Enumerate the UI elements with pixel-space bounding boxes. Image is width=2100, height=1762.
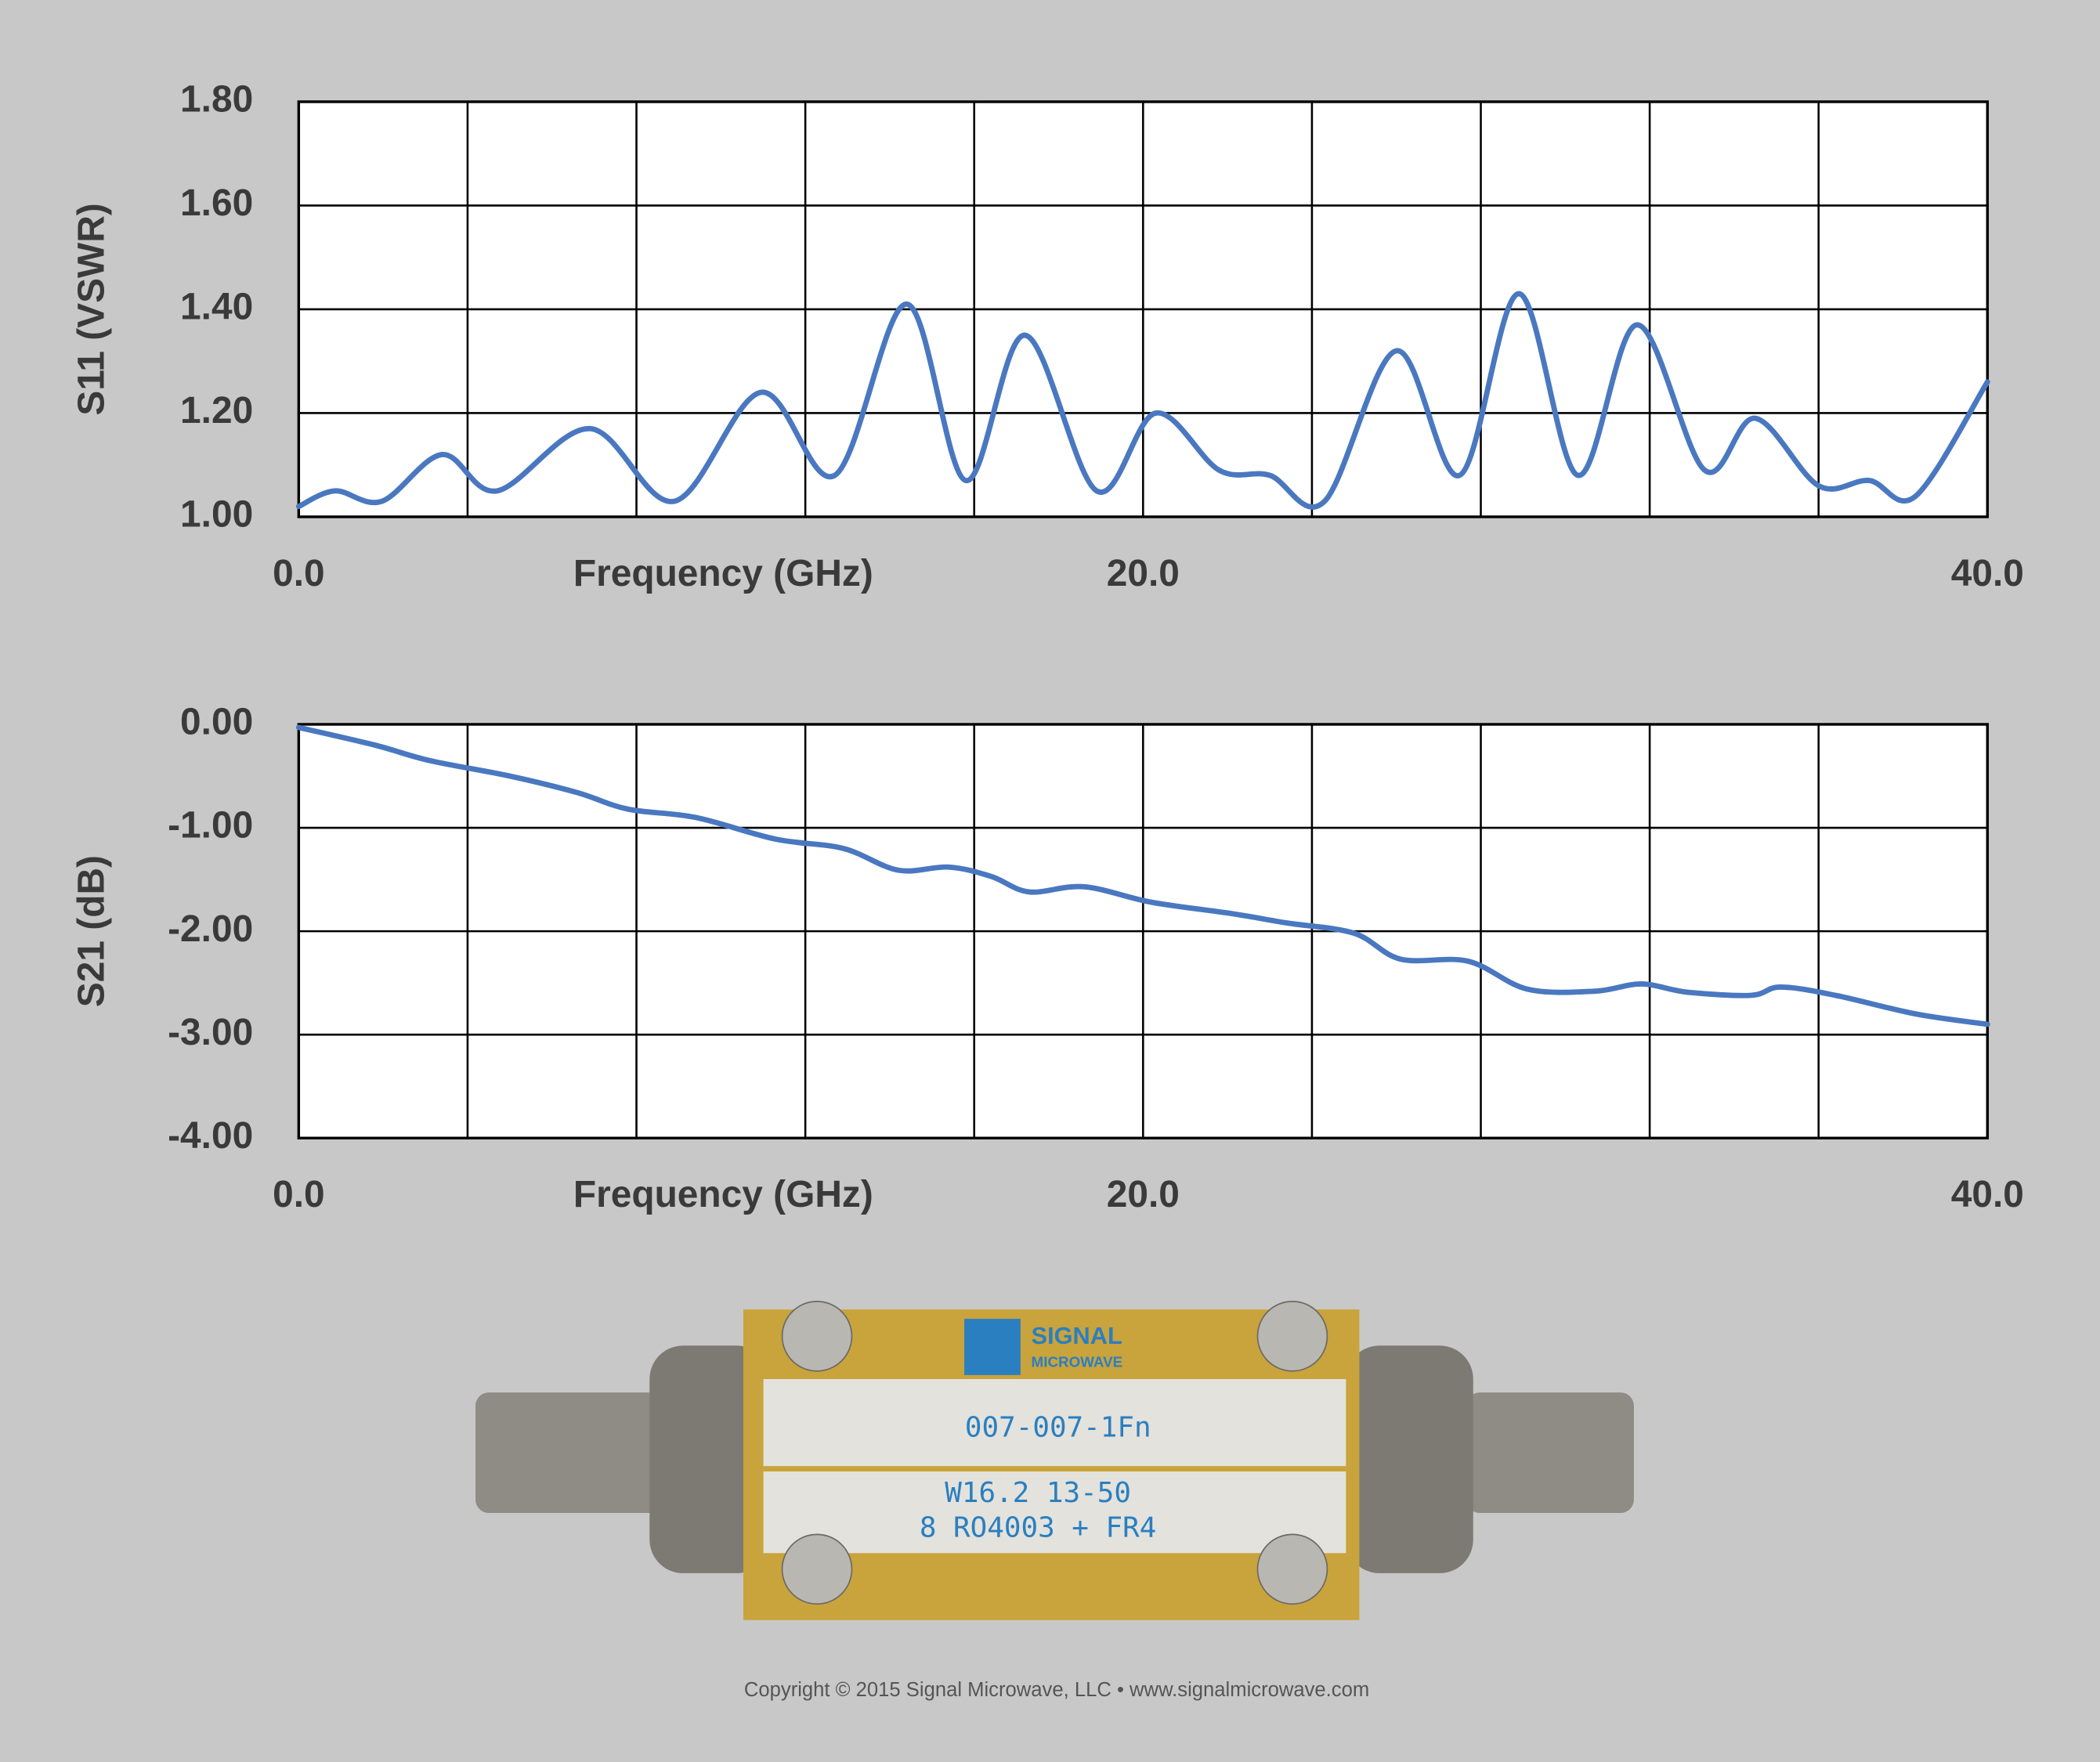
connector-left [475,1392,670,1513]
x-axis-label: Frequency (GHz) [573,553,873,594]
y-tick-label: 1.40 [180,287,253,328]
logo-mark [964,1319,1021,1375]
y-tick-label: -2.00 [168,908,253,950]
y-tick-label: 1.20 [180,390,253,431]
y-tick-label: 1.80 [180,79,253,121]
connector-right [1466,1392,1634,1513]
screw [781,1300,853,1372]
x-tick-label: 0.0 [273,553,325,594]
screw [781,1533,853,1605]
plot-border [297,100,1990,518]
y-tick-label: -4.00 [168,1115,253,1157]
x-tick-label: 20.0 [1107,553,1180,594]
data-line [295,291,1990,510]
product-photo: SIGNAL MICROWAVE 007-007-1Fn W16.2 13-50… [475,1300,1634,1620]
data-line [295,724,1990,1027]
y-tick-label: -1.00 [168,805,253,847]
pcb-label: 007-007-1Fn [965,1411,1151,1443]
x-tick-label: 0.0 [273,1174,325,1215]
x-tick-label: 40.0 [1951,1174,2024,1215]
charts: 1.00 1.20 1.40 1.60 1.80 0.0 20.0 40.0 Frequency… [70,79,2023,1216]
copyright: Copyright © 2015 Signal Microwave, LLC •… [744,1679,1369,1701]
screw [1256,1300,1328,1372]
x-tick-label: 20.0 [1107,1174,1180,1215]
y-axis-label: S21 (dB) [70,855,112,1007]
x-tick-label: 40.0 [1951,553,2024,594]
pcb-label: 8 RO4003 + FR4 [920,1512,1157,1544]
y-tick-label: -3.00 [168,1012,253,1053]
pcb-label: W16.2 13-50 [945,1477,1131,1509]
plot-border [297,723,1990,1139]
y-tick-label: 1.00 [180,494,253,536]
logo-text: SIGNAL [1032,1322,1122,1349]
x-axis-label: Frequency (GHz) [573,1174,873,1215]
logo-text: MICROWAVE [1032,1353,1123,1370]
y-tick-label: 1.60 [180,182,253,224]
y-tick-label: 0.00 [180,702,253,743]
body-right [1346,1345,1473,1573]
y-axis-label: S11 (VSWR) [70,203,112,415]
screw [1256,1533,1328,1605]
body-left [649,1345,771,1573]
